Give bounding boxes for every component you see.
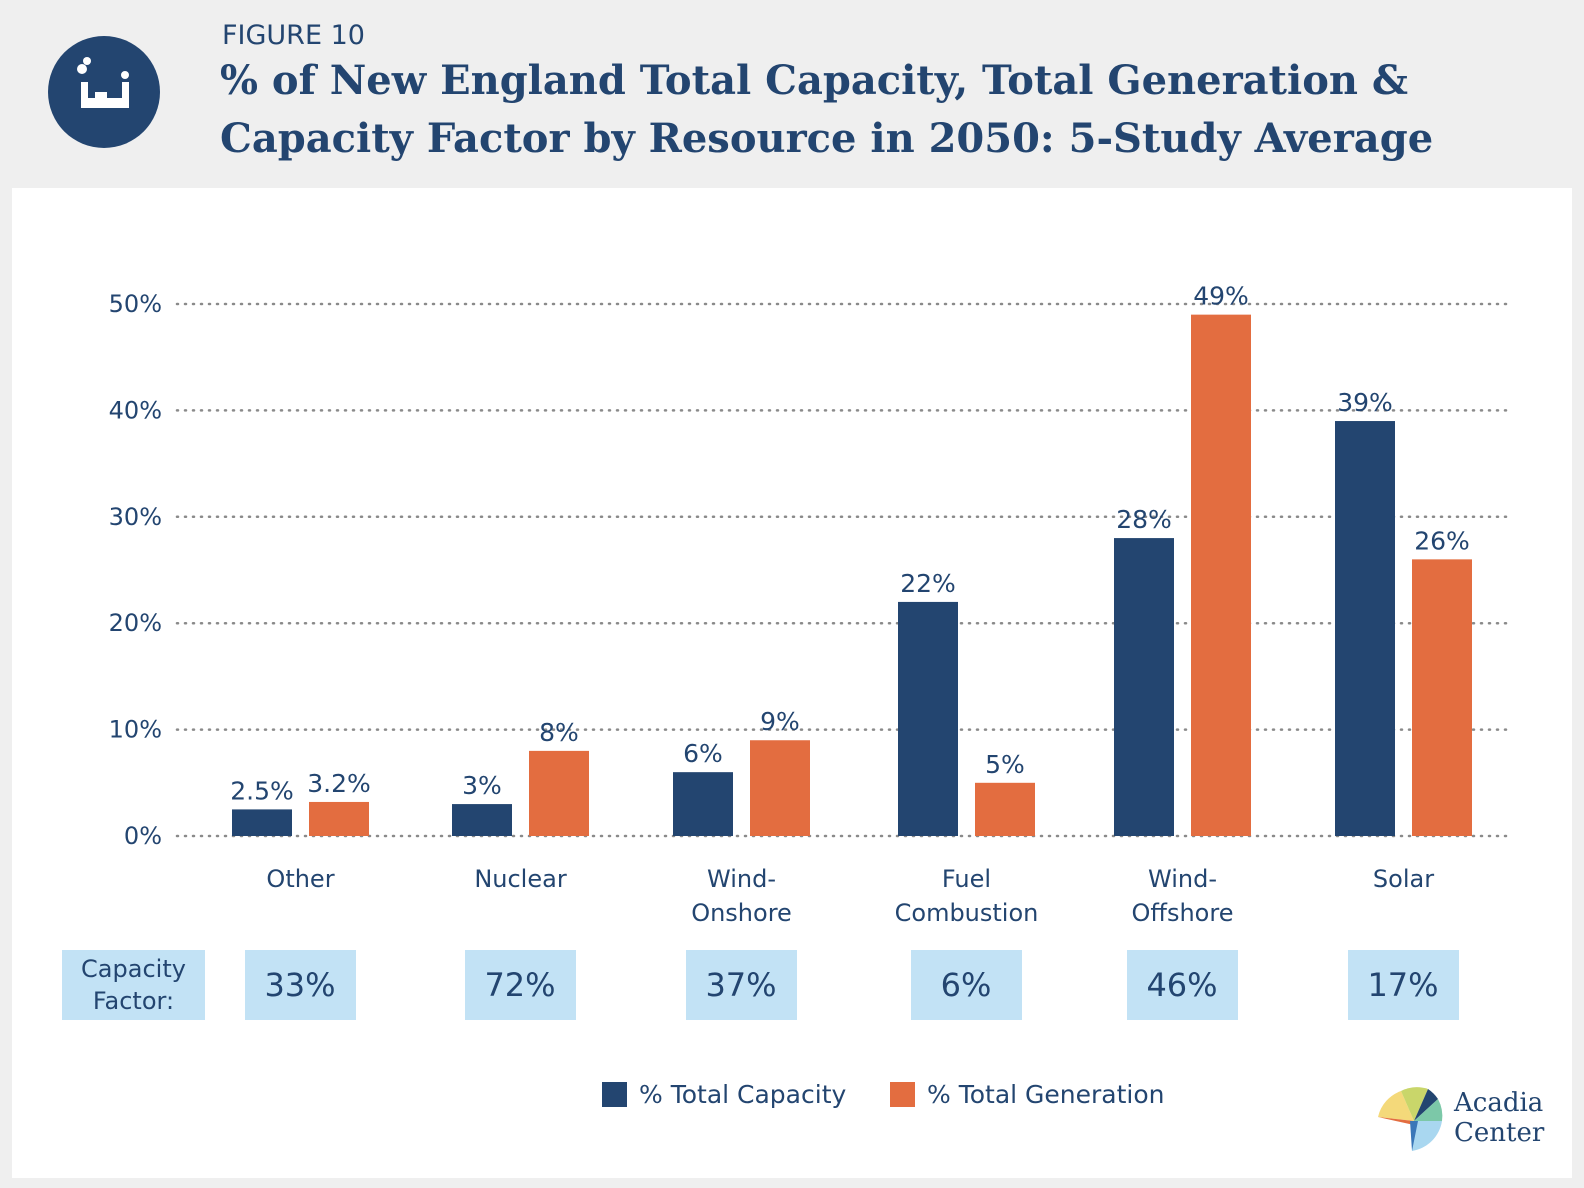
data-label: 3% — [462, 771, 502, 800]
y-tick-label: 0% — [124, 822, 162, 850]
legend-label-capacity: % Total Capacity — [639, 1080, 846, 1109]
data-label: 6% — [683, 739, 723, 768]
data-label: 39% — [1337, 388, 1393, 417]
x-category-label-line: Solar — [1309, 862, 1499, 896]
bar — [452, 804, 512, 836]
bar — [673, 772, 733, 836]
bar-chart: 0% 10% 20% 30% 40% 50% 2.5% 3.2% 3% 8% 6% 9% 22% 5% 28… — [12, 188, 1572, 948]
data-label: 3.2% — [307, 769, 371, 798]
brand-name: Acadia Center — [1454, 1088, 1544, 1148]
chart-title-line-2: Capacity Factor by Resource in 2050: 5-S… — [220, 110, 1520, 168]
chart-panel: 0% 10% 20% 30% 40% 50% 2.5% 3.2% 3% 8% 6% 9% 22% 5% 28… — [12, 188, 1572, 1178]
legend-label-generation: % Total Generation — [927, 1080, 1165, 1109]
x-category-label: Solar — [1309, 862, 1499, 896]
y-tick-label: 40% — [109, 396, 162, 424]
x-category-label-line: Fuel — [872, 862, 1062, 896]
data-label: 2.5% — [230, 776, 294, 805]
bar — [1335, 421, 1395, 836]
bar — [898, 602, 958, 836]
data-label: 26% — [1414, 526, 1470, 555]
x-category-label-line: Wind- — [647, 862, 837, 896]
x-category-label-line: Combustion — [872, 896, 1062, 930]
data-label: 22% — [900, 569, 956, 598]
bar — [1412, 559, 1472, 836]
bar — [529, 751, 589, 836]
bar — [975, 783, 1035, 836]
data-label: 8% — [539, 718, 579, 747]
data-label: 49% — [1193, 282, 1249, 311]
bar — [309, 802, 369, 836]
bar — [1114, 538, 1174, 836]
capacity-factor-value: 37% — [686, 950, 797, 1020]
legend-swatch-generation — [890, 1082, 915, 1107]
bar — [1191, 315, 1251, 836]
x-category-label: Wind- Onshore — [647, 862, 837, 930]
data-label: 9% — [760, 707, 800, 736]
data-label: 5% — [985, 750, 1025, 779]
data-label: 28% — [1116, 505, 1172, 534]
y-tick-label: 30% — [109, 503, 162, 531]
x-category-label-line: Offshore — [1088, 896, 1278, 930]
brand-line-2: Center — [1454, 1118, 1544, 1148]
y-tick-label: 50% — [109, 290, 162, 318]
x-category-label: Other — [206, 862, 396, 896]
capacity-factor-value: 6% — [911, 950, 1022, 1020]
x-category-label: Fuel Combustion — [872, 862, 1062, 930]
capacity-factor-value: 33% — [245, 950, 356, 1020]
bar — [232, 809, 292, 836]
capacity-factor-value: 72% — [465, 950, 576, 1020]
bar — [750, 740, 810, 836]
figure-label: FIGURE 10 — [222, 20, 365, 51]
x-category-label-line: Other — [206, 862, 396, 896]
chart-title-line-1: % of New England Total Capacity, Total G… — [220, 52, 1520, 110]
brand-line-1: Acadia — [1454, 1088, 1544, 1118]
capacity-factor-value: 17% — [1348, 950, 1459, 1020]
x-category-label-line: Wind- — [1088, 862, 1278, 896]
y-tick-label: 20% — [109, 609, 162, 637]
x-category-label: Nuclear — [426, 862, 616, 896]
legend-swatch-capacity — [602, 1082, 627, 1107]
y-tick-label: 10% — [109, 716, 162, 744]
x-category-label-line: Nuclear — [426, 862, 616, 896]
capacity-factor-title: Capacity Factor: — [62, 950, 205, 1020]
legend-capacity: % Total Capacity — [602, 1080, 846, 1109]
capacity-factor-value: 46% — [1127, 950, 1238, 1020]
power-plant-icon — [48, 36, 160, 148]
legend-generation: % Total Generation — [890, 1080, 1165, 1109]
x-category-label: Wind- Offshore — [1088, 862, 1278, 930]
x-category-label-line: Onshore — [647, 896, 837, 930]
figure-header: FIGURE 10 % of New England Total Capacit… — [0, 0, 1584, 188]
chart-title: % of New England Total Capacity, Total G… — [220, 52, 1520, 168]
